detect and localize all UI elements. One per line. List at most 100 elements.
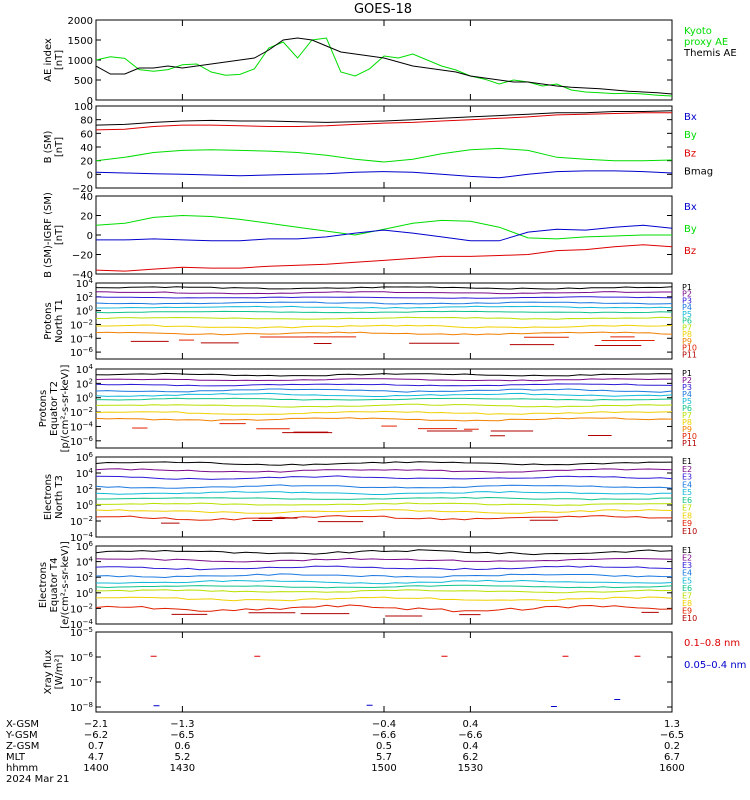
legend: Bx By Bz — [684, 202, 697, 257]
flux-channel-p1 — [96, 372, 672, 377]
flux-channel-e8 — [96, 596, 672, 602]
legend-entry: E3 — [682, 473, 692, 482]
ephemeris-value: 0.6 — [174, 741, 190, 752]
ephemeris-value: 1400 — [83, 763, 108, 774]
flux-channel-e7 — [96, 502, 672, 506]
legend: 0.1–0.8 nm 0.05–0.4 nm — [684, 638, 746, 671]
y-tick-label: 0 — [87, 96, 93, 107]
plot-area — [150, 655, 641, 707]
series-kyoto-proxy-ae — [96, 37, 672, 97]
legend-entry: P6 — [682, 404, 692, 413]
ephemeris-value: 0.7 — [88, 741, 104, 752]
ephemeris-value: 1530 — [458, 763, 483, 774]
panel-xray: 10−8 10−7 10−6 10−5 Xray flux[W/m²] 0.1–0.8 n… — [43, 626, 746, 714]
y-tick-label: 80 — [80, 116, 93, 127]
flux-channel-e1 — [96, 461, 672, 466]
legend-entry: P3 — [682, 383, 692, 392]
ephemeris-value: 1.3 — [664, 719, 680, 730]
plot-title: GOES-18 — [354, 2, 412, 17]
y-tick-label: 1000 — [68, 56, 93, 67]
legend-entry: Bz — [684, 246, 696, 257]
panel-frame — [95, 545, 673, 625]
ephemeris-value: −6.5 — [170, 730, 194, 741]
legend-entry: Kyoto — [684, 26, 712, 37]
y-tick-label: 10−5 — [70, 626, 93, 639]
flux-channel-e6 — [96, 584, 672, 589]
flux-channel-e7 — [96, 589, 672, 594]
ephemeris-label: hhmm — [6, 763, 38, 774]
legend-entry: By — [684, 130, 697, 141]
x-axis-ephemeris: X-GSM −2.1 −1.3 −0.4 0.4 1.3 Y-GSM −6.2 −6.5 −6.6… — [5, 719, 685, 785]
y-tick-label: 10−4 — [70, 420, 94, 433]
legend-entry: E6 — [682, 496, 692, 505]
legend-entry: Bx — [684, 202, 697, 213]
legend-entry: P9 — [682, 337, 692, 346]
y-tick-label: 100 — [76, 305, 93, 318]
legend-entry: E10 — [682, 527, 697, 536]
ephemeris-value: 6.7 — [664, 752, 680, 763]
y-axis-label: ElectronsEquator T4[e/(cm²-s-sr-keV)] — [38, 541, 71, 629]
legend-entry: P7 — [682, 411, 692, 420]
y-tick-label: 104 — [76, 363, 94, 376]
y-tick-label: 40 — [80, 192, 93, 203]
y-tick-label: 10−6 — [70, 346, 94, 359]
panel-bigrf: −40 −20 0 20 40 B (SM)-IGRF (SM)[nT] Bx By Bz — [43, 192, 697, 281]
y-tick-label: 100 — [76, 392, 93, 405]
legend: Bx By Bz Bmag — [684, 112, 713, 178]
ephemeris-value: −6.6 — [458, 730, 482, 741]
ephemeris-value: 4.7 — [88, 752, 104, 763]
ephemeris-value: −2.1 — [84, 719, 108, 730]
y-axis-label: B (SM)[nT] — [43, 130, 65, 163]
y-tick-label: 10−2 — [70, 318, 93, 331]
y-tick-label: 102 — [76, 571, 93, 584]
legend-entry: 0.05–0.4 nm — [684, 660, 746, 671]
flux-channel-e9 — [96, 604, 672, 613]
y-tick-label: 10−8 — [70, 701, 93, 714]
ephemeris-value: −1.3 — [170, 719, 194, 730]
legend-entry: E1 — [682, 546, 692, 555]
panel-bsm: −20 0 20 40 60 80 100 B (SM)[nT] Bx By Bz Bmag — [43, 102, 713, 195]
legend-entry: P8 — [682, 330, 692, 339]
flux-channel-e6 — [96, 496, 672, 501]
y-axis-label: ProtonsEquator T2[p/(cm²-s-sr-keV)] — [38, 365, 71, 453]
ephemeris-value: 1430 — [170, 763, 195, 774]
series-bz — [96, 244, 672, 272]
y-tick-label: 10−4 — [70, 332, 94, 345]
y-tick-label: 10−2 — [70, 406, 93, 419]
y-tick-label: 106 — [76, 451, 94, 464]
y-tick-label: 102 — [76, 483, 93, 496]
legend-entry: P1 — [682, 369, 692, 378]
ephemeris-value: 0.5 — [376, 741, 392, 752]
legend-entry: E7 — [682, 591, 692, 600]
y-tick-label: 2000 — [68, 16, 93, 27]
ephemeris-value: 6.2 — [462, 752, 478, 763]
y-tick-label: 10−4 — [70, 531, 94, 544]
flux-channel-p7 — [96, 316, 672, 320]
plot-area — [96, 549, 672, 617]
ephemeris-label: Z-GSM — [6, 741, 39, 752]
y-tick-label: 104 — [76, 556, 94, 569]
ephemeris-value: −6.6 — [372, 730, 396, 741]
y-tick-label: −20 — [72, 251, 93, 262]
y-tick-label: 60 — [80, 129, 93, 140]
legend-entry: E9 — [682, 519, 692, 528]
legend-entry: E1 — [682, 457, 692, 466]
ephemeris-value: 1600 — [659, 763, 684, 774]
legend-entry: Bmag — [684, 167, 713, 178]
flux-channel-p2 — [96, 291, 672, 295]
legend-entry: Bx — [684, 112, 697, 123]
legend-entry: E2 — [682, 465, 692, 474]
legend-entry: E5 — [682, 576, 692, 585]
y-tick-label: 0 — [87, 170, 93, 181]
legend-entry: P5 — [682, 397, 692, 406]
flux-channel-e4 — [96, 484, 672, 489]
flux-channel-p5 — [96, 305, 672, 309]
legend-entry: Bz — [684, 148, 696, 159]
legend-entry: P3 — [682, 296, 692, 305]
flux-channel-e4 — [96, 573, 672, 579]
